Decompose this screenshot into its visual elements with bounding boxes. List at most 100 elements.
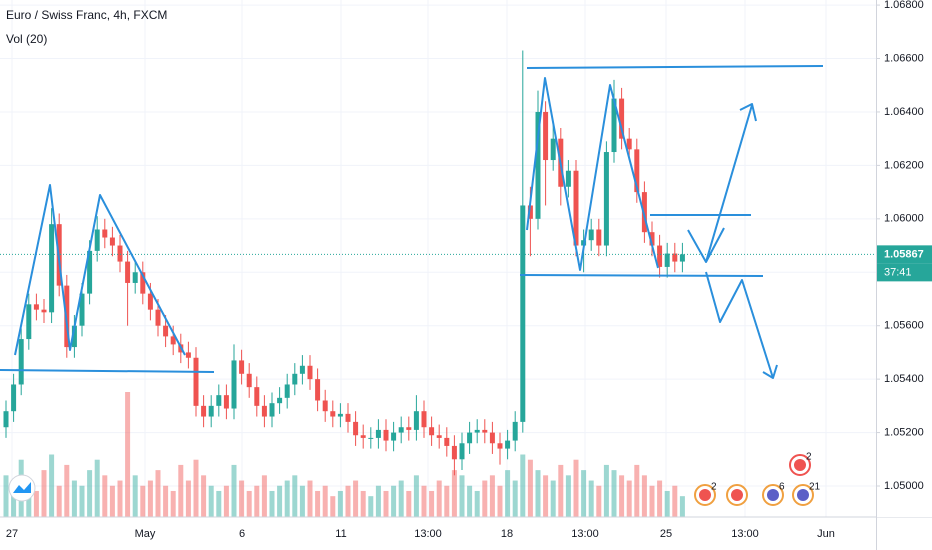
- candle-body: [626, 138, 632, 150]
- candle-body: [588, 229, 594, 241]
- candle-body: [398, 427, 404, 433]
- volume-bar: [299, 485, 305, 517]
- resistance-line: [526, 65, 824, 69]
- candle-body: [155, 309, 161, 326]
- volume-bar: [558, 464, 564, 517]
- candle-body: [619, 98, 625, 139]
- volume-bar: [147, 480, 153, 517]
- x-tick-label: 25: [660, 528, 672, 540]
- volume-bar: [451, 470, 457, 517]
- candle-body: [360, 435, 366, 438]
- volume-bar: [459, 475, 465, 517]
- candle-body: [147, 293, 153, 310]
- volume-bar: [315, 490, 321, 517]
- candle-body: [208, 405, 214, 417]
- volume-bar: [596, 485, 602, 517]
- candle-body: [284, 384, 290, 398]
- candle-body: [451, 445, 457, 460]
- candle-body: [109, 237, 115, 246]
- candle-body: [3, 411, 9, 428]
- y-tick-label: 1.05200: [884, 426, 924, 438]
- volume-bar: [155, 470, 161, 517]
- candle-body: [489, 432, 495, 444]
- volume-bar: [208, 485, 214, 517]
- x-tick-label: 11: [335, 528, 346, 540]
- event-count: 2: [806, 452, 812, 463]
- volume-bar: [322, 485, 328, 517]
- y-tick-label: 1.05000: [884, 480, 924, 492]
- y-tick-label: 1.06200: [884, 159, 924, 171]
- volume-bar: [102, 475, 108, 517]
- volume-bar: [497, 485, 503, 517]
- y-tick-label: 1.06800: [884, 0, 924, 11]
- volume-bar: [657, 480, 663, 517]
- volume-bar: [573, 459, 579, 517]
- candle-body: [345, 413, 351, 422]
- volume-bar: [413, 475, 419, 517]
- candle-body: [41, 309, 47, 313]
- event-icon-inner: [731, 489, 743, 501]
- event-count: 21: [809, 482, 821, 493]
- volume-bar: [33, 490, 39, 517]
- volume-bar: [360, 490, 366, 517]
- volume-bar: [467, 485, 473, 517]
- candle-body: [353, 421, 359, 436]
- candle-body: [140, 272, 146, 294]
- volume-bar: [581, 470, 587, 517]
- candle-body: [87, 250, 93, 294]
- candle-body: [413, 411, 419, 430]
- candle-body: [307, 365, 313, 380]
- volume-bar: [261, 475, 267, 517]
- candle-body: [444, 437, 450, 446]
- candle-body: [482, 429, 488, 433]
- candle-body: [649, 232, 655, 246]
- x-tick-label: Jun: [817, 528, 835, 540]
- volume-bar: [193, 459, 199, 517]
- x-tick-label: 13:00: [571, 528, 599, 540]
- candle-body: [520, 205, 526, 422]
- event-count: 6: [779, 482, 785, 493]
- candle-body: [664, 253, 670, 267]
- candle-body: [79, 293, 85, 326]
- volume-bar: [117, 480, 123, 517]
- volume-bar: [482, 480, 488, 517]
- volume-bar: [429, 490, 435, 517]
- volume-bar: [178, 464, 184, 517]
- candle-body: [277, 397, 283, 404]
- candle-body: [269, 403, 275, 417]
- volume-bar: [87, 470, 93, 517]
- chart-title: Euro / Swiss Franc, 4h, FXCM: [6, 8, 167, 22]
- logo-icon[interactable]: [13, 482, 31, 493]
- volume-bar: [345, 485, 351, 517]
- volume-bar: [216, 490, 222, 517]
- volume-bar: [474, 490, 480, 517]
- candle-body: [223, 395, 229, 409]
- candle-body: [634, 149, 640, 193]
- volume-bar: [277, 485, 283, 517]
- volume-bar: [634, 464, 640, 517]
- candle-body: [246, 373, 252, 388]
- volume-bar: [527, 459, 533, 517]
- candle-body: [505, 440, 511, 449]
- candle-body: [383, 429, 389, 441]
- volume-bar: [269, 490, 275, 517]
- events: 2 6 21 2: [694, 452, 821, 506]
- candle-body: [132, 272, 138, 283]
- x-tick-label: 27: [6, 528, 18, 540]
- volume-bar: [641, 475, 647, 517]
- candle-body: [185, 352, 191, 358]
- volume-bar: [543, 475, 549, 517]
- countdown-label: 37:41: [884, 266, 912, 278]
- volume-bar: [11, 485, 17, 517]
- volume-bar: [71, 480, 77, 517]
- volume-bar: [626, 480, 632, 517]
- candle-body: [71, 325, 77, 348]
- volume-bar: [383, 490, 389, 517]
- volume-bar: [444, 485, 450, 517]
- candle-body: [239, 360, 245, 374]
- volume-bar: [337, 490, 343, 517]
- volume-bar: [79, 485, 85, 517]
- logo[interactable]: [8, 474, 36, 502]
- volume-bar: [254, 485, 260, 517]
